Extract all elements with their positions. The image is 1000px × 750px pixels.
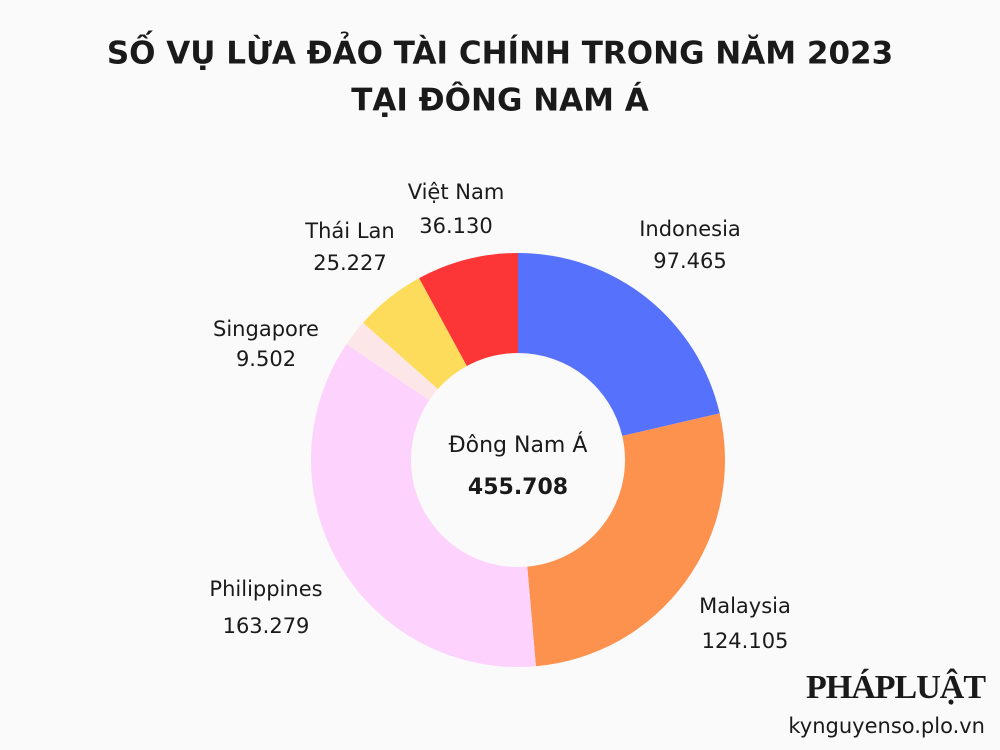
logo: PHÁPLUẬT (806, 668, 986, 706)
donut-segment (527, 413, 725, 667)
value-label: 36.130 (419, 214, 492, 238)
chart-title: SỐ VỤ LỪA ĐẢO TÀI CHÍNH TRONG NĂM 2023 (107, 31, 893, 72)
donut-segment (419, 253, 518, 367)
value-label: 25.227 (313, 251, 386, 275)
value-label: 124.105 (702, 629, 789, 653)
category-label: Singapore (213, 317, 319, 341)
category-label: Việt Nam (408, 180, 505, 204)
value-label: 9.502 (236, 347, 296, 371)
source: kynguyenso.plo.vn (788, 714, 985, 738)
donut-segment (518, 253, 720, 436)
category-label: Malaysia (699, 594, 791, 618)
category-label: Thái Lan (304, 219, 394, 243)
center-label: Đông Nam Á (449, 432, 588, 458)
donut-segment (363, 278, 467, 390)
value-label: 97.465 (653, 249, 726, 273)
category-label: Indonesia (639, 217, 741, 241)
category-label: Philippines (209, 577, 322, 601)
center-total: 455.708 (468, 475, 568, 500)
donut-segment (346, 322, 438, 401)
donut-segment (311, 344, 536, 667)
chart-title: TẠI ĐÔNG NAM Á (351, 82, 649, 119)
value-label: 163.279 (223, 614, 310, 638)
